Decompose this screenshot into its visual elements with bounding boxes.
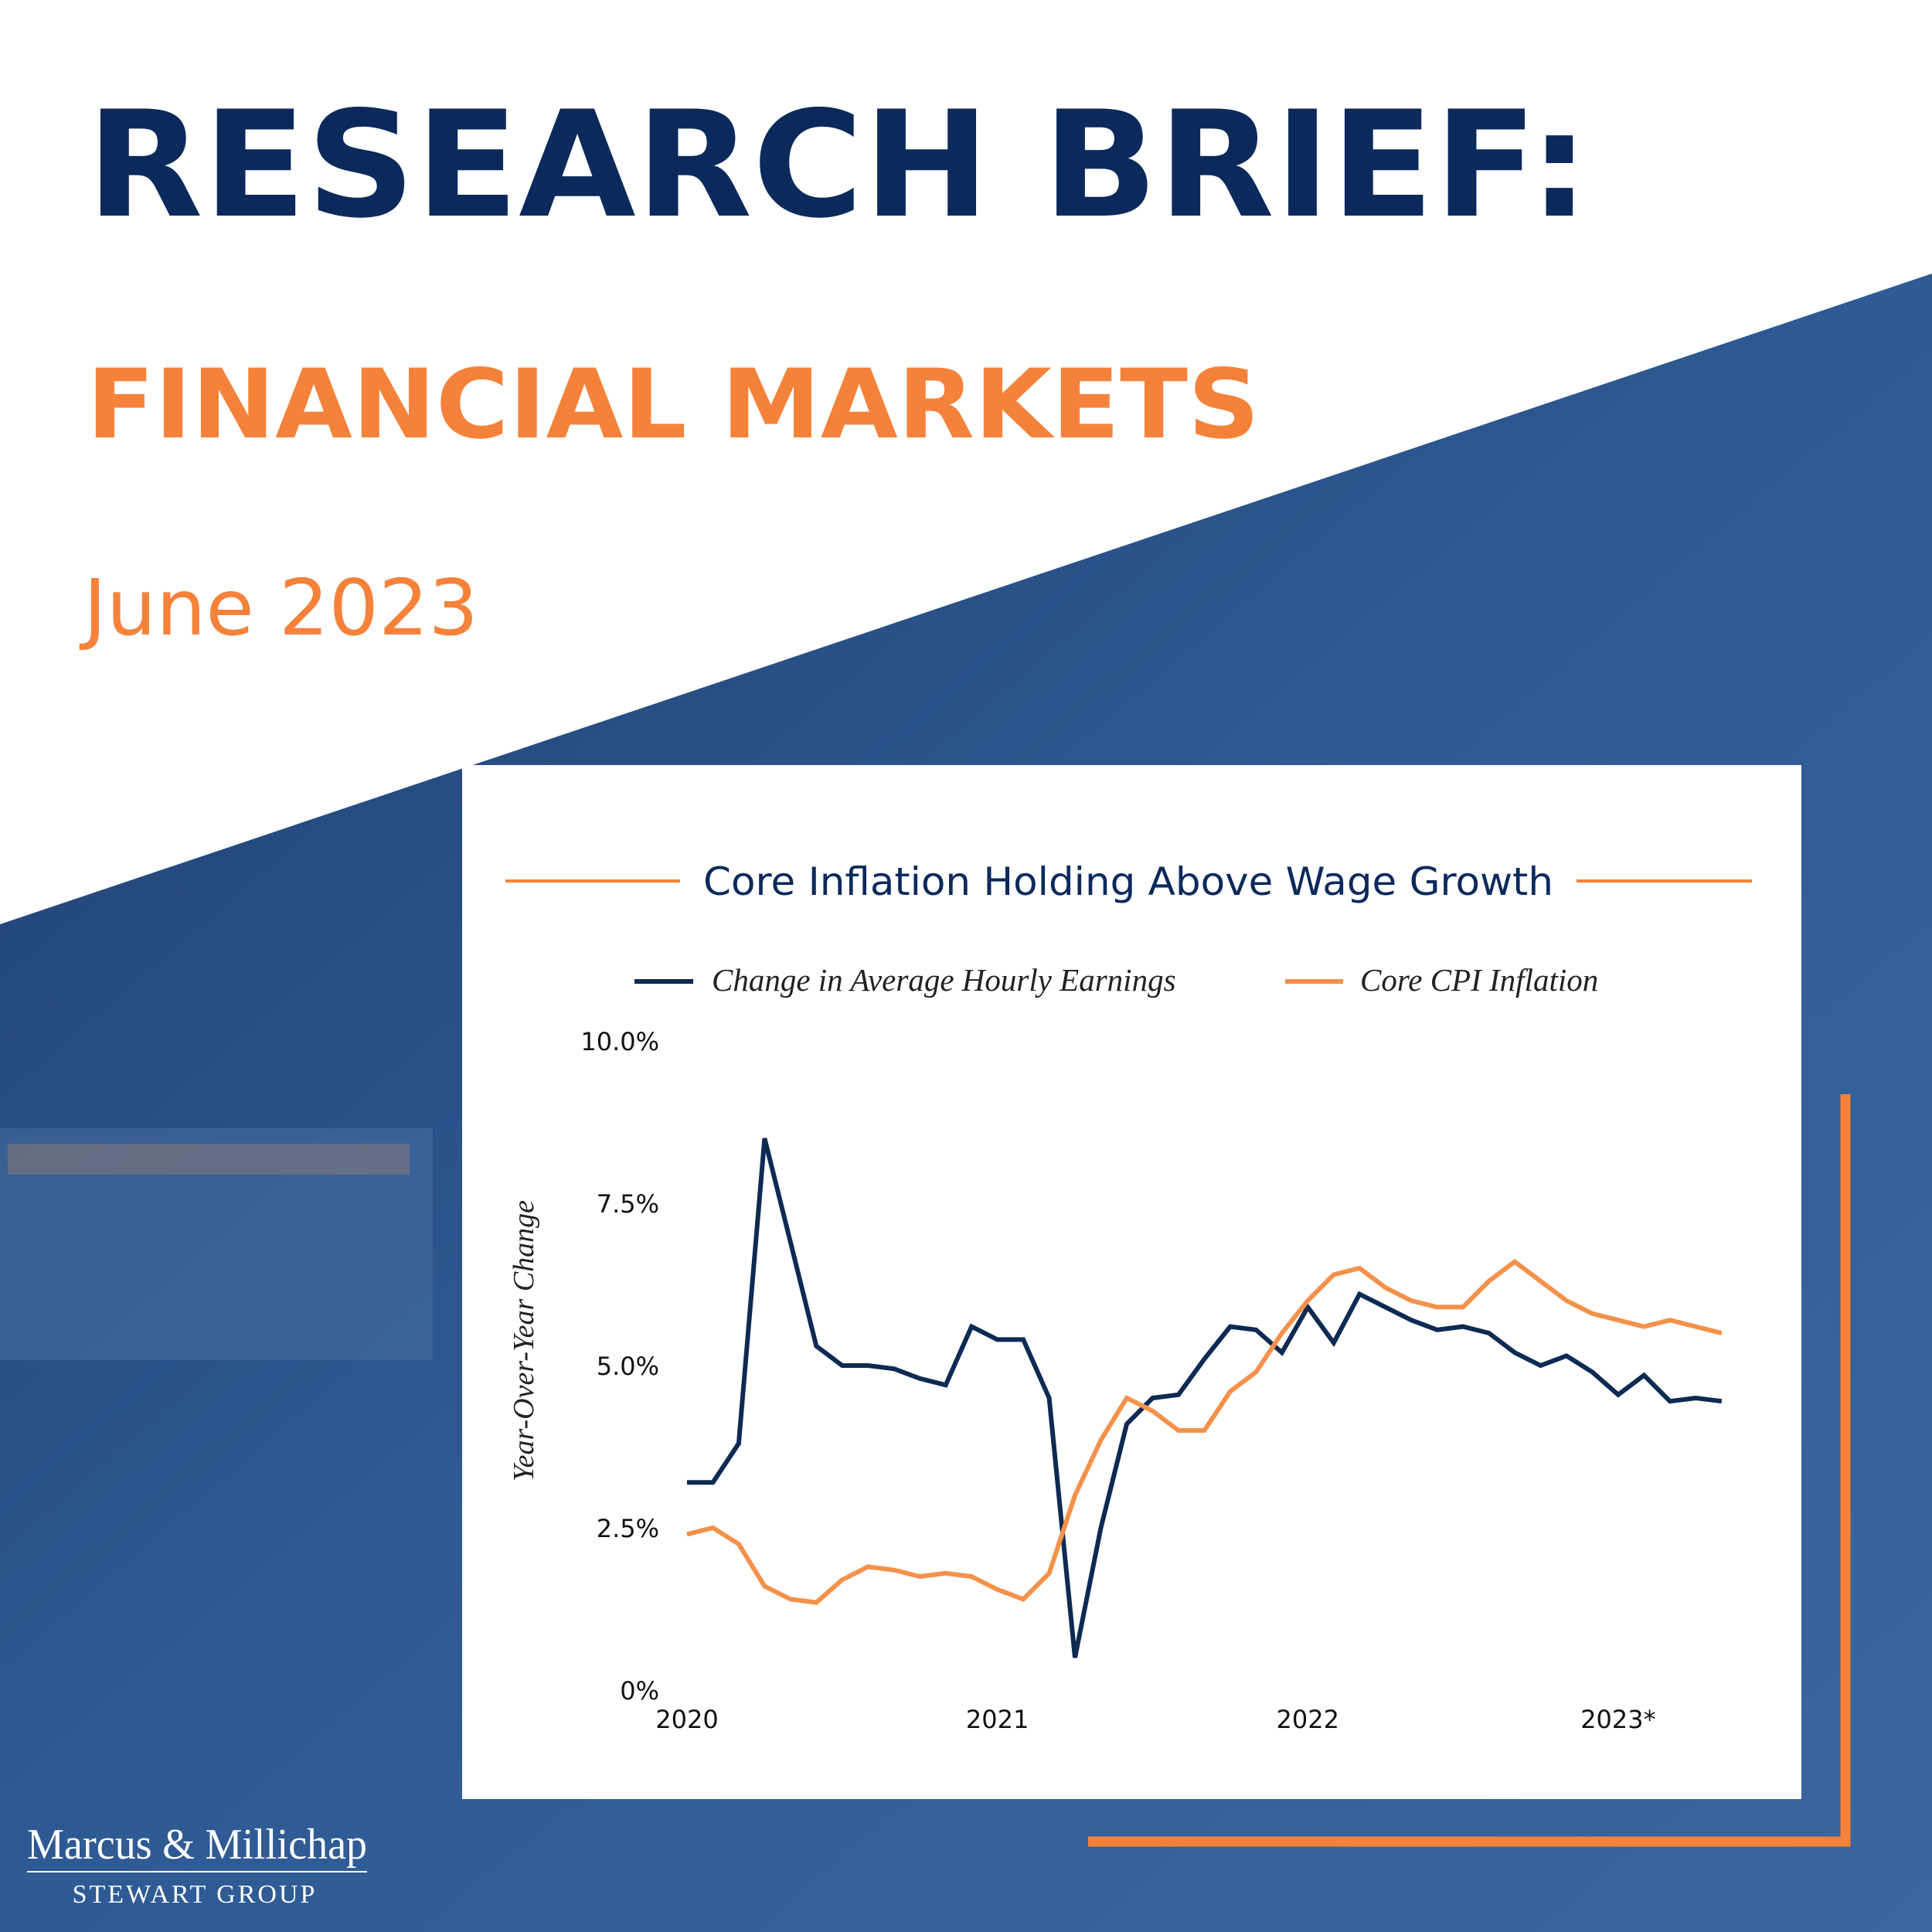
chart-card	[462, 765, 1801, 1799]
y-tick-label: 2.5%	[597, 1514, 659, 1543]
y-tick-label: 0%	[620, 1676, 659, 1706]
logo-group: STEWART GROUP	[73, 1880, 318, 1909]
series-line	[686, 1258, 1723, 1605]
accent-bracket	[1088, 1094, 1851, 1847]
legend-label: Core CPI Inflation	[1360, 962, 1598, 998]
title: RESEARCH BRIEF:	[87, 80, 1590, 250]
date: June 2023	[79, 563, 478, 653]
y-axis-label: Year-Over-Year Change	[508, 1200, 540, 1481]
subtitle: FINANCIAL MARKETS	[87, 349, 1260, 461]
blurred-photo	[0, 1128, 433, 1360]
x-tick-label: 2022	[1277, 1705, 1339, 1734]
chart-title: Core Inflation Holding Above Wage Growth	[703, 859, 1553, 904]
x-tick-label: 2021	[966, 1705, 1029, 1734]
y-tick-label: 10.0%	[580, 1027, 659, 1056]
x-tick-label: 2023*	[1580, 1705, 1655, 1734]
legend-label: Change in Average Hourly Earnings	[712, 962, 1176, 998]
y-tick-label: 7.5%	[597, 1189, 659, 1219]
y-tick-label: 5.0%	[597, 1352, 659, 1381]
blurred-photo	[8, 1144, 410, 1175]
series-line	[687, 1138, 1723, 1658]
x-tick-label: 2020	[655, 1705, 718, 1734]
logo-name: Marcus & Millichap	[27, 1821, 367, 1869]
